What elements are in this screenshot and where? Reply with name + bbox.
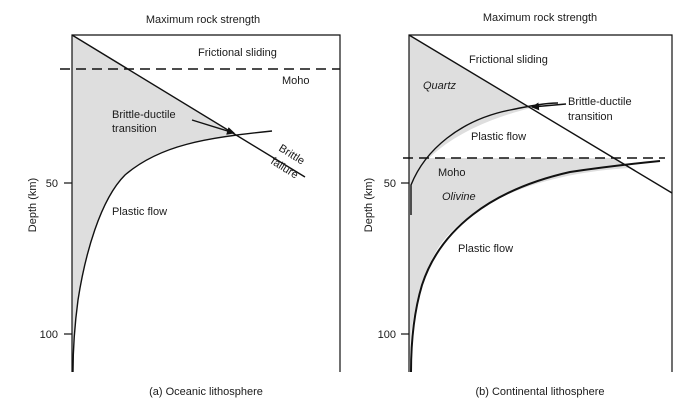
panel-b-mantle-shading <box>409 158 630 372</box>
panel-a-tick-label-100: 100 <box>40 329 58 341</box>
panel-b-frame <box>408 34 673 372</box>
panel-a-plastic-flow-label: Plastic flow <box>112 206 167 218</box>
panel-b-caption: (b) Continental lithosphere <box>475 386 604 398</box>
panel-a-brittle-ductile-label-1: Brittle-ductile <box>112 109 176 121</box>
panel-b-ylabel: Depth (km) <box>363 178 375 232</box>
panel-b-brittle-ductile-label-1: Brittle-ductile <box>568 96 632 108</box>
panel-a-moho-label: Moho <box>282 75 310 87</box>
panel-b-crust-shading <box>409 35 531 215</box>
panel-b-brittle-failure-line <box>408 34 673 194</box>
panel-a-caption: (a) Oceanic lithosphere <box>149 386 263 398</box>
panel-b-quartz-label: Quartz <box>423 80 457 92</box>
panel-a-plastic-flow-curve <box>72 130 273 373</box>
panel-b-olivine-label: Olivine <box>442 191 476 203</box>
panel-b-frictional-sliding-label: Frictional sliding <box>469 54 548 66</box>
panel-b-crust-plastic-flow-curve <box>410 102 559 215</box>
panel-b-transition-arrow <box>531 102 567 111</box>
panel-b-plastic-flow-lower-label: Plastic flow <box>458 243 513 255</box>
panel-a-frame <box>71 34 341 372</box>
panel-a-header: Maximum rock strength <box>146 14 260 26</box>
panel-a-brittle-failure-line <box>71 34 306 178</box>
panel-a-transition-arrow <box>191 119 235 135</box>
panel-continental: Maximum rock strength 50 100 Depth (km) … <box>363 12 673 398</box>
panel-b-tick-label-100: 100 <box>378 329 396 341</box>
panel-a-tick-label-50: 50 <box>46 178 58 190</box>
panel-a-brittle-ductile-label-2: transition <box>112 123 157 135</box>
panel-a-frictional-sliding-label: Frictional sliding <box>198 47 277 59</box>
panel-oceanic: Maximum rock strength 50 100 Depth (km) … <box>27 14 341 398</box>
panel-b-header: Maximum rock strength <box>483 12 597 24</box>
panel-b-mantle-plastic-flow-curve <box>410 160 661 373</box>
panel-a-strength-shading <box>72 35 238 372</box>
panel-b-moho-label: Moho <box>438 167 466 179</box>
panel-b-plastic-flow-upper-label: Plastic flow <box>471 131 526 143</box>
panel-a-ylabel: Depth (km) <box>27 178 39 232</box>
panel-b-brittle-ductile-label-2: transition <box>568 111 613 123</box>
panel-b-tick-label-50: 50 <box>384 178 396 190</box>
